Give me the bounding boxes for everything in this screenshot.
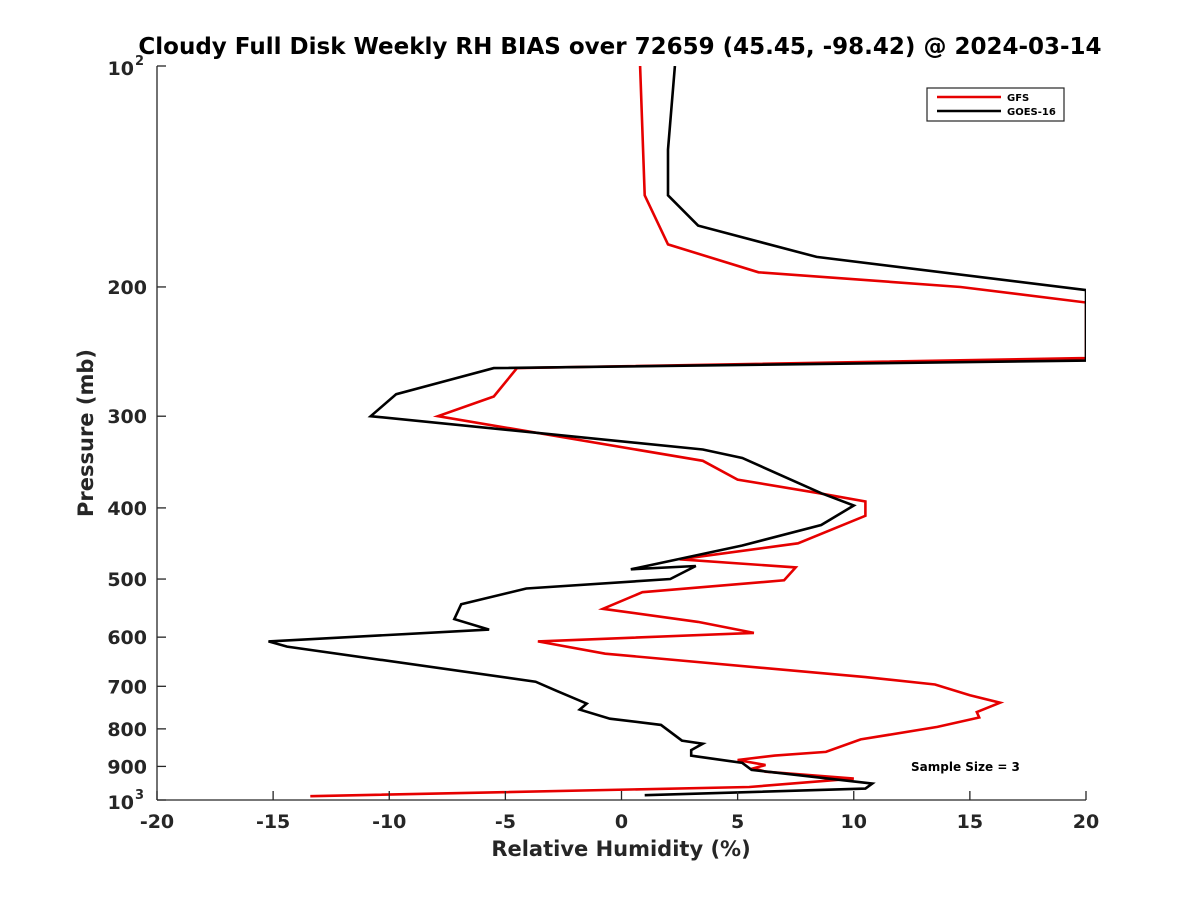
- x-tick-label: -5: [495, 811, 516, 833]
- x-tick-label: 15: [957, 811, 983, 833]
- legend-item: GOES-16: [937, 107, 1056, 118]
- y-tick-label: 800: [107, 719, 147, 741]
- y-tick-label: 600: [107, 627, 147, 649]
- svg-text:10: 10: [108, 792, 134, 814]
- y-tick-label: 400: [107, 498, 147, 520]
- y-tick-label: 10 2: [108, 54, 145, 80]
- y-axis-label: Pressure (mb): [74, 349, 98, 517]
- y-tick-label: 300: [107, 406, 147, 428]
- series-line-goes-16: [268, 66, 1086, 797]
- sample-size-annotation: Sample Size = 3: [911, 760, 1020, 774]
- svg-text:10: 10: [108, 58, 134, 80]
- svg-text:2: 2: [135, 54, 144, 69]
- y-tick-label: 10 3: [108, 788, 145, 814]
- y-tick-label: 700: [107, 676, 147, 698]
- x-tick-label: 20: [1073, 811, 1099, 833]
- legend: GFS GOES-16: [926, 87, 1065, 122]
- legend-label: GFS: [1007, 93, 1029, 104]
- svg-text:3: 3: [135, 788, 144, 803]
- plot-area: [157, 66, 1086, 800]
- y-tick-label: 500: [107, 569, 147, 591]
- x-tick-label: 5: [731, 811, 744, 833]
- x-tick-label: 0: [615, 811, 628, 833]
- x-tick-label: 10: [841, 811, 867, 833]
- chart-title: Cloudy Full Disk Weekly RH BIAS over 726…: [138, 34, 1101, 60]
- legend-box: [926, 87, 1065, 122]
- x-tick-label: -15: [256, 811, 290, 833]
- x-tick-label: -10: [372, 811, 406, 833]
- x-tick-label: -20: [140, 811, 174, 833]
- series-layer: [268, 66, 1086, 798]
- legend-label: GOES-16: [1007, 107, 1056, 118]
- y-tick-label: 200: [107, 277, 147, 299]
- legend-item: GFS: [937, 93, 1029, 104]
- y-tick-label: 900: [107, 756, 147, 778]
- x-axis-label: Relative Humidity (%): [491, 837, 750, 861]
